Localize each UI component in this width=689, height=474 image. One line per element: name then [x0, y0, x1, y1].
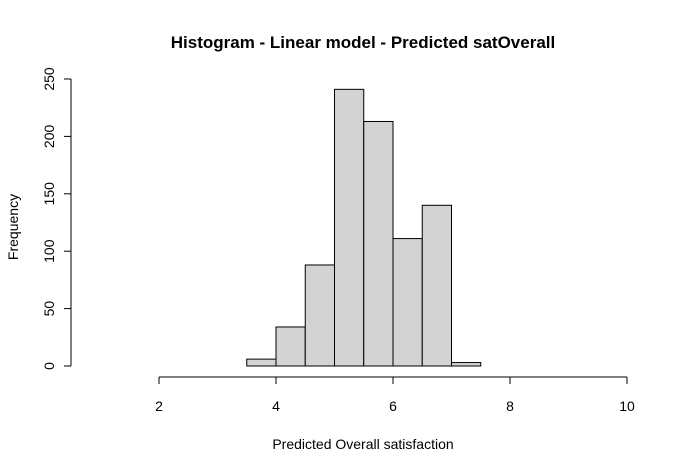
histogram-bar-5	[392, 238, 423, 367]
x-axis-label: Predicted Overall satisfaction	[272, 436, 453, 452]
x-tick-label-10: 10	[619, 398, 635, 414]
x-tick-label-8: 8	[506, 398, 514, 414]
y-tick-label-0: 0	[41, 362, 57, 370]
y-tick-label-250: 250	[41, 67, 57, 91]
histogram-bar-6	[421, 204, 452, 367]
y-tick-label-50: 50	[41, 301, 57, 317]
histogram-bar-0	[246, 358, 277, 367]
y-tick-label-150: 150	[41, 182, 57, 206]
x-axis: 2 4 6 8 10	[155, 376, 635, 414]
y-axis: 0 50 100 150 200 250	[41, 67, 72, 370]
histogram-bar-3	[334, 88, 365, 367]
chart-title: Histogram - Linear model - Predicted sat…	[171, 33, 556, 52]
bars-group	[246, 88, 482, 367]
x-tick-label-2: 2	[155, 398, 163, 414]
y-axis-label: Frequency	[5, 194, 21, 260]
x-tick-label-4: 4	[272, 398, 280, 414]
histogram-bar-7	[451, 362, 482, 367]
histogram-bar-1	[275, 326, 306, 367]
y-tick-label-200: 200	[41, 125, 57, 149]
x-tick-label-6: 6	[389, 398, 397, 414]
histogram-bar-2	[304, 264, 335, 367]
histogram-bar-4	[363, 120, 394, 367]
y-tick-label-100: 100	[41, 239, 57, 263]
